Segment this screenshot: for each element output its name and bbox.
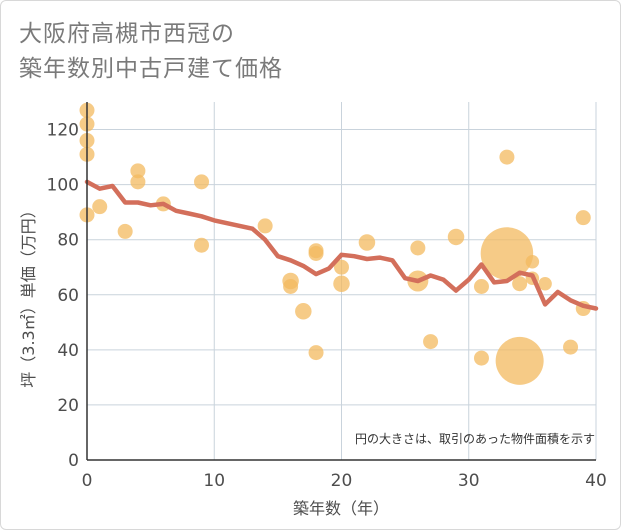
data-bubble [308, 345, 324, 361]
data-bubble [512, 276, 528, 292]
data-bubble [473, 279, 489, 295]
data-bubble [480, 227, 534, 280]
title-line-1: 大阪府高槻市西冠の [19, 21, 235, 47]
y-tick-label: 20 [57, 396, 79, 416]
data-bubble [130, 174, 146, 190]
data-bubble [283, 279, 299, 295]
trend-line [84, 179, 599, 311]
x-tick-label: 10 [203, 471, 225, 491]
data-bubble [499, 149, 515, 165]
data-bubble [333, 275, 350, 293]
data-bubble [194, 174, 210, 190]
title-line-2: 築年数別中古戸建て価格 [19, 56, 283, 82]
x-tick-label: 30 [458, 471, 480, 491]
data-bubble [563, 339, 579, 355]
data-bubble [447, 228, 465, 246]
data-bubble [423, 334, 439, 350]
x-axis-label: 築年数（年） [293, 499, 389, 518]
trend-layer [84, 179, 599, 311]
data-bubble [130, 163, 146, 179]
data-bubble [257, 218, 273, 234]
y-tick-label: 120 [47, 121, 79, 141]
data-bubble [117, 223, 133, 239]
y-axis-label: 坪（3.3㎡）単価（万円） [19, 202, 38, 387]
y-tick-label: 0 [68, 451, 79, 471]
data-bubble [295, 303, 312, 320]
axes [86, 102, 596, 461]
data-bubble [575, 210, 591, 226]
tick-labels: 0 10 20 30 40 0 20 40 60 80 100 120 [47, 121, 607, 491]
data-bubble [538, 277, 552, 291]
data-bubble [308, 245, 324, 261]
y-tick-label: 40 [57, 341, 79, 361]
y-tick-label: 80 [57, 231, 79, 251]
data-bubble [334, 259, 349, 275]
y-tick-label: 100 [47, 176, 79, 196]
data-bubble [410, 240, 426, 256]
x-tick-label: 0 [82, 471, 93, 491]
x-tick-label: 20 [331, 471, 353, 491]
bubble-layer [79, 102, 591, 385]
data-bubble [495, 336, 544, 385]
chart-title: 大阪府高槻市西冠の 築年数別中古戸建て価格 [19, 17, 609, 87]
y-tick-label: 60 [57, 286, 79, 306]
bubble-size-note: 円の大きさは、取引のあった物件面積を示す [355, 431, 595, 446]
data-bubble [473, 350, 489, 366]
data-bubble [194, 237, 210, 253]
x-tick-label: 40 [585, 471, 607, 491]
data-bubble [525, 254, 540, 269]
data-bubble [92, 199, 108, 215]
data-bubble [358, 234, 376, 251]
